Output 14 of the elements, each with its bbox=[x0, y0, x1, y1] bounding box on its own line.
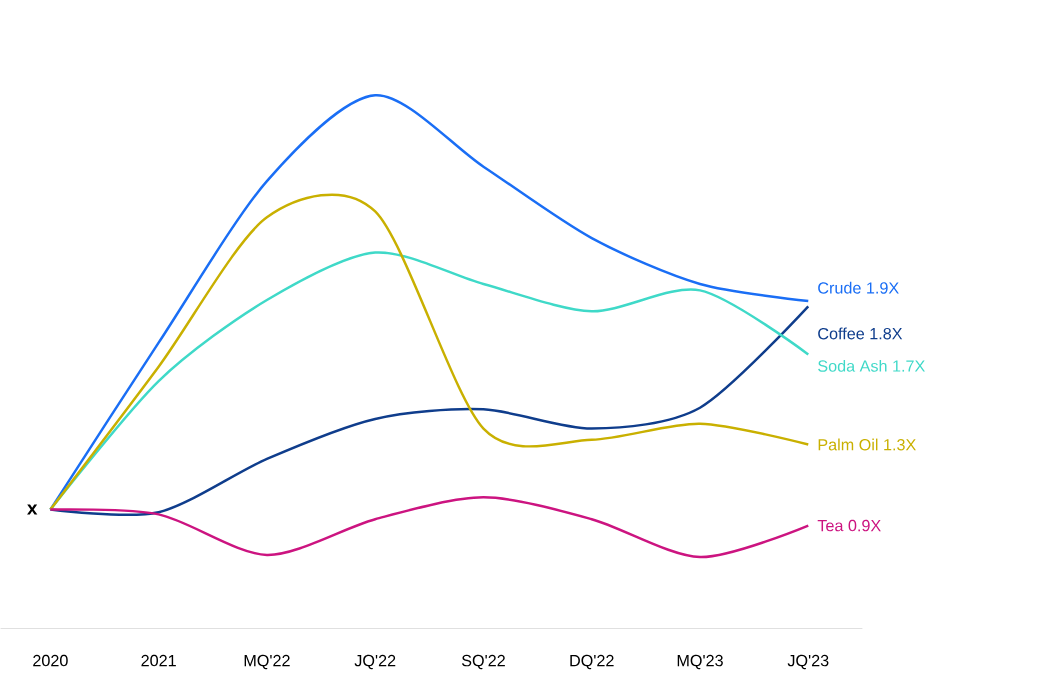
x-tick-label: 2020 bbox=[33, 654, 68, 667]
x-tick-label: 2021 bbox=[141, 654, 176, 667]
series-label: Palm Oil 1.3X bbox=[818, 438, 916, 451]
series-label: Tea 0.9X bbox=[817, 519, 881, 532]
series-label: Crude 1.9X bbox=[818, 281, 899, 294]
x-tick-label: DQ'22 bbox=[570, 654, 614, 670]
x-tick-label: SQ'22 bbox=[461, 654, 505, 670]
x-tick-label: MQ'23 bbox=[677, 654, 723, 670]
x-tick-label: JQ'23 bbox=[787, 654, 829, 670]
x-tick-label: MQ'22 bbox=[244, 654, 290, 670]
x-tick-label: JQ'22 bbox=[354, 654, 396, 670]
series-label: Coffee 1.8X bbox=[818, 327, 903, 340]
annotation: x bbox=[27, 504, 38, 515]
series-label: Soda Ash 1.7X bbox=[818, 359, 925, 372]
